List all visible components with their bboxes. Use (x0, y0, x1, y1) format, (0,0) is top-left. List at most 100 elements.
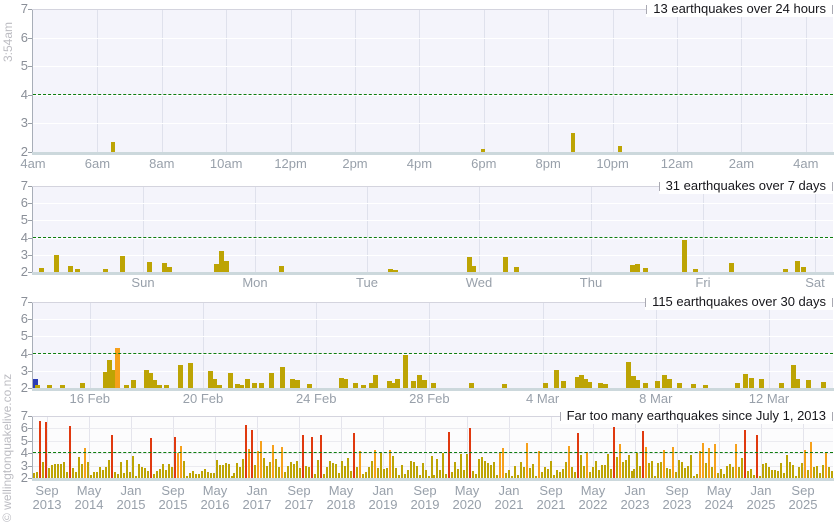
earthquake-bar[interactable] (785, 455, 788, 478)
earthquake-bar[interactable] (523, 466, 526, 478)
earthquake-bar[interactable] (338, 377, 344, 388)
earthquake-bar[interactable] (543, 466, 546, 478)
earthquake-bar[interactable] (36, 472, 39, 478)
earthquake-bar[interactable] (758, 476, 761, 478)
earthquake-bar[interactable] (46, 384, 52, 388)
earthquake-bar[interactable] (45, 422, 48, 478)
earthquake-bar[interactable] (111, 141, 115, 152)
earthquake-bar[interactable] (702, 442, 705, 478)
earthquake-bar[interactable] (734, 382, 740, 388)
earthquake-bar[interactable] (627, 455, 630, 478)
earthquake-bar[interactable] (259, 382, 265, 388)
earthquake-bar[interactable] (284, 472, 287, 478)
earthquake-bar[interactable] (520, 462, 523, 478)
earthquake-bar[interactable] (675, 471, 678, 478)
earthquake-bar[interactable] (349, 470, 352, 478)
earthquake-bar[interactable] (215, 460, 218, 478)
earthquake-bar[interactable] (156, 384, 162, 388)
earthquake-bar[interactable] (218, 464, 221, 478)
earthquake-bar[interactable] (131, 380, 137, 388)
earthquake-bar[interactable] (660, 462, 663, 478)
earthquake-bar[interactable] (326, 467, 329, 478)
earthquake-bar[interactable] (758, 379, 764, 388)
earthquake-bar[interactable] (481, 456, 484, 478)
earthquake-bar[interactable] (224, 260, 230, 272)
earthquake-bar[interactable] (194, 473, 197, 478)
earthquake-bar[interactable] (564, 461, 567, 478)
earthquake-bar[interactable] (402, 355, 408, 388)
earthquake-bar[interactable] (173, 437, 176, 478)
earthquake-bar[interactable] (642, 430, 645, 478)
earthquake-bar[interactable] (578, 375, 584, 388)
earthquake-bar[interactable] (696, 474, 699, 478)
earthquake-bar[interactable] (505, 473, 508, 478)
earthquake-bar[interactable] (386, 381, 392, 388)
earthquake-bar[interactable] (305, 466, 308, 478)
earthquake-bar[interactable] (248, 449, 251, 478)
earthquake-bar[interactable] (126, 460, 129, 478)
earthquake-bar[interactable] (609, 468, 612, 478)
earthquake-bar[interactable] (436, 458, 439, 478)
earthquake-bar[interactable] (370, 460, 373, 478)
earthquake-bar[interactable] (431, 382, 437, 388)
earthquake-bar[interactable] (170, 466, 173, 478)
earthquake-bar[interactable] (448, 432, 451, 478)
earthquake-bar[interactable] (403, 474, 406, 478)
earthquake-bar[interactable] (692, 268, 698, 272)
earthquake-bar[interactable] (149, 438, 152, 478)
earthquake-bar[interactable] (103, 269, 109, 272)
earthquake-bar[interactable] (791, 465, 794, 478)
earthquake-bar[interactable] (115, 348, 121, 388)
earthquake-bar[interactable] (379, 453, 382, 478)
earthquake-bar[interactable] (812, 466, 815, 478)
earthquake-bar[interactable] (561, 469, 564, 478)
earthquake-bar[interactable] (499, 451, 502, 478)
earthquake-bar[interactable] (209, 473, 212, 478)
earthquake-bar[interactable] (587, 381, 593, 388)
earthquake-bar[interactable] (726, 465, 729, 478)
earthquake-bar[interactable] (740, 457, 743, 478)
earthquake-bar[interactable] (794, 475, 797, 478)
earthquake-bar[interactable] (558, 472, 561, 478)
earthquake-bar[interactable] (699, 450, 702, 478)
earthquake-bar[interactable] (188, 363, 194, 388)
earthquake-bar[interactable] (234, 383, 240, 388)
earthquake-bar[interactable] (770, 470, 773, 478)
earthquake-bar[interactable] (110, 369, 116, 388)
earthquake-bar[interactable] (502, 257, 508, 272)
earthquake-bar[interactable] (687, 465, 690, 478)
earthquake-bar[interactable] (806, 469, 809, 478)
earthquake-bar[interactable] (329, 461, 331, 478)
earthquake-bar[interactable] (75, 472, 78, 478)
earthquake-bar[interactable] (212, 379, 218, 388)
earthquake-bar[interactable] (179, 445, 182, 478)
earthquake-bar[interactable] (182, 461, 185, 478)
earthquake-bar[interactable] (281, 447, 284, 478)
earthquake-bar[interactable] (257, 450, 260, 478)
earthquake-bar[interactable] (289, 378, 295, 388)
earthquake-bar[interactable] (33, 472, 36, 478)
earthquake-bar[interactable] (560, 381, 566, 388)
earthquake-bar[interactable] (382, 468, 385, 478)
earthquake-bar[interactable] (514, 465, 517, 478)
earthquake-bar[interactable] (260, 441, 263, 478)
earthquake-bar[interactable] (245, 424, 248, 478)
earthquake-bar[interactable] (137, 463, 140, 478)
earthquake-bar[interactable] (84, 447, 87, 478)
earthquake-bar[interactable] (820, 381, 826, 388)
earthquake-bar[interactable] (320, 434, 323, 478)
earthquake-bar[interactable] (124, 384, 130, 388)
earthquake-bar[interactable] (743, 429, 746, 478)
earthquake-bar[interactable] (703, 384, 709, 388)
earthquake-bar[interactable] (714, 444, 717, 478)
earthquake-bar[interactable] (272, 445, 275, 478)
earthquake-bar[interactable] (555, 470, 558, 478)
earthquake-bar[interactable] (782, 473, 785, 478)
earthquake-bar[interactable] (684, 467, 687, 478)
earthquake-bar[interactable] (511, 476, 514, 478)
earthquake-bar[interactable] (221, 464, 224, 478)
earthquake-bar[interactable] (666, 467, 669, 478)
earthquake-bar[interactable] (606, 453, 609, 478)
earthquake-bar[interactable] (355, 467, 358, 478)
earthquake-bar[interactable] (400, 465, 403, 478)
